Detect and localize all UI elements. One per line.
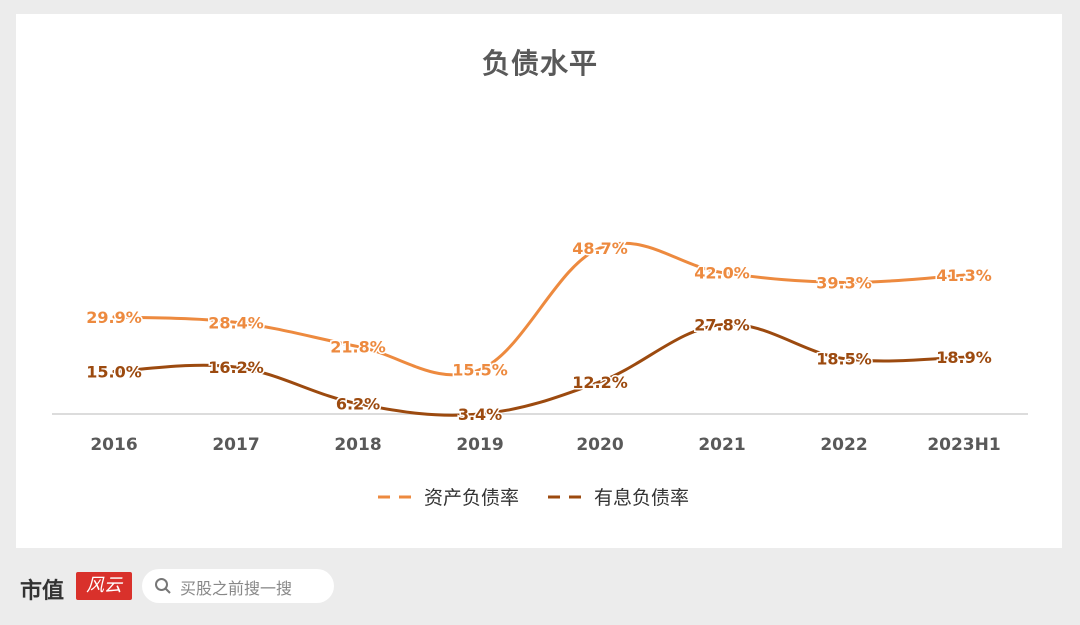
line-chart: 29.9% 28.4% 21.8% 15.5% 48.7% 42.0% 39.3% 41.3%…: [52, 238, 1028, 509]
data-point: [598, 380, 602, 384]
data-point: [234, 320, 238, 324]
x-tick-label: 2020: [576, 435, 623, 455]
data-label: 42.0%: [694, 264, 750, 283]
data-label: 21.8%: [330, 338, 386, 357]
data-label: 12.2%: [572, 373, 628, 392]
chart-title: 负债水平: [481, 47, 598, 80]
data-label: 16.2%: [208, 358, 264, 377]
data-label: 39.3%: [816, 273, 872, 292]
search-icon: [155, 578, 171, 594]
x-tick-label: 2022: [820, 435, 867, 455]
data-label: 29.9%: [86, 308, 142, 327]
series-line-1: [112, 241, 966, 377]
brand-logo: 风云: [76, 572, 132, 600]
data-point: [112, 315, 116, 319]
data-label: 3.4%: [458, 405, 502, 424]
data-label: 6.2%: [336, 395, 380, 414]
x-tick-label: 2021: [698, 435, 745, 455]
data-point: [112, 369, 116, 373]
data-point: [842, 357, 846, 361]
series-line-2: [112, 322, 966, 417]
data-label: 18.9%: [936, 348, 992, 367]
data-point: [720, 323, 724, 327]
data-point: [478, 412, 482, 416]
data-point: [598, 246, 602, 250]
data-label: 15.0%: [86, 362, 142, 381]
data-label: 15.5%: [452, 361, 508, 380]
brand-name: 市值: [20, 579, 65, 604]
data-label: 28.4%: [208, 313, 264, 332]
legend-label: 有息负债率: [594, 487, 689, 509]
x-tick-label: 2017: [212, 435, 259, 455]
legend: 资产负债率 有息负债率: [378, 487, 689, 509]
data-point: [720, 271, 724, 275]
footer-bar: 市值 风云 买股之前搜一搜: [0, 560, 1080, 615]
x-tick-label: 2016: [90, 435, 137, 455]
data-point: [234, 365, 238, 369]
data-point: [962, 355, 966, 359]
x-tick-label: 2019: [456, 435, 503, 455]
legend-label: 资产负债率: [424, 487, 519, 509]
data-point: [356, 402, 360, 406]
data-label: 48.7%: [572, 239, 628, 258]
x-tick-label: 2023H1: [927, 435, 1000, 455]
data-label: 41.3%: [936, 266, 992, 285]
search-box[interactable]: 买股之前搜一搜: [142, 569, 334, 603]
data-point: [962, 273, 966, 277]
data-label: 18.5%: [816, 350, 872, 369]
data-point: [478, 368, 482, 372]
search-placeholder: 买股之前搜一搜: [180, 579, 293, 598]
data-point: [842, 280, 846, 284]
x-tick-label: 2018: [334, 435, 381, 455]
data-point: [356, 345, 360, 349]
data-label: 27.8%: [694, 316, 750, 335]
